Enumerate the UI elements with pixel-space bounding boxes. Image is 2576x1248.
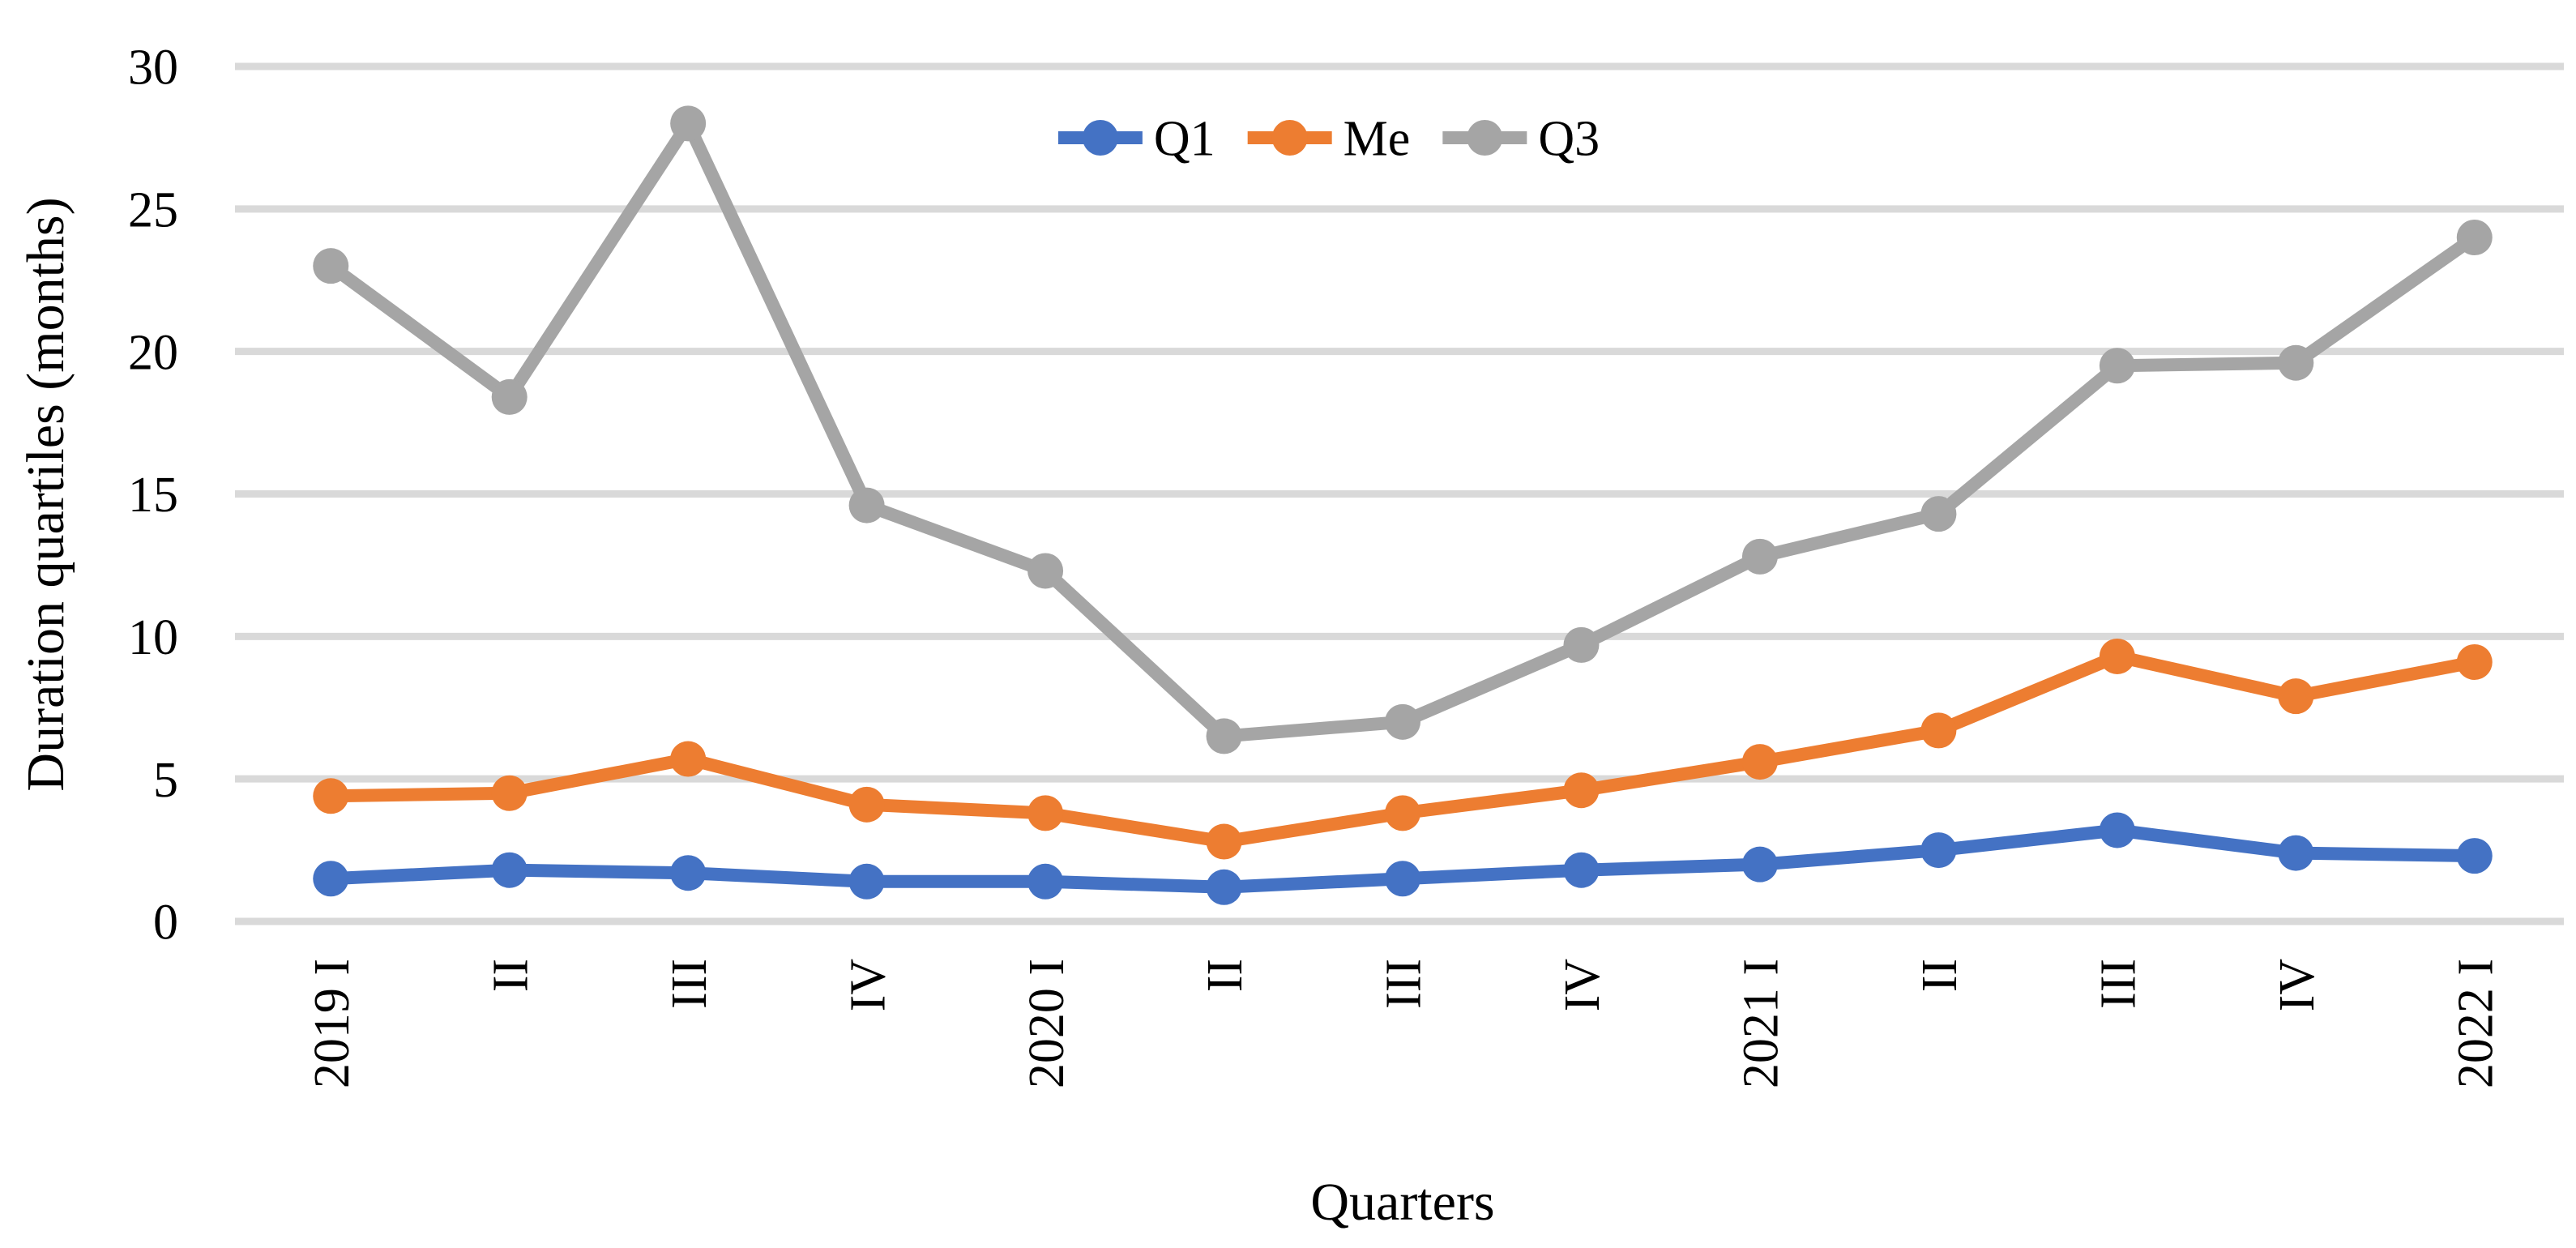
data-point-Q3-2022 I <box>2456 220 2493 255</box>
y-tick-label: 10 <box>128 610 178 665</box>
x-tick-label: IV <box>2270 959 2325 1012</box>
x-tick-label: 2021 I <box>1734 959 1789 1088</box>
legend-item-Me: Me <box>1247 112 1411 167</box>
data-point-Q3-IV <box>2278 344 2314 381</box>
y-axis-tick-labels: 0 5 10 15 20 25 30 <box>128 41 178 951</box>
data-point-Me-2019 I <box>313 778 349 814</box>
y-tick-label: 30 <box>128 41 178 96</box>
x-tick-label: III <box>1377 959 1432 1009</box>
legend-label: Q1 <box>1154 112 1215 167</box>
y-tick-label: 0 <box>153 895 178 951</box>
x-tick-label: IV <box>840 959 895 1012</box>
data-point-Me-2020 I <box>1027 795 1064 831</box>
data-point-Me-IV <box>1563 772 1600 809</box>
x-tick-label: II <box>1912 959 1967 992</box>
x-tick-label: 2022 I <box>2448 959 2503 1088</box>
series-markers <box>313 105 2493 905</box>
data-point-Q1-III <box>2099 812 2135 848</box>
data-point-Me-IV <box>2278 678 2314 715</box>
x-tick-label: 2019 I <box>305 959 360 1088</box>
x-tick-label: IV <box>1555 959 1610 1012</box>
x-tick-label: III <box>2091 959 2147 1009</box>
data-point-Q3-IV <box>848 487 885 524</box>
data-point-Q1-III <box>1385 861 1420 897</box>
y-tick-label: 15 <box>128 468 178 523</box>
legend-label: Me <box>1344 112 1411 167</box>
data-point-Q1-2019 I <box>313 861 349 897</box>
legend-marker-dot <box>1271 120 1308 156</box>
x-tick-label: 2020 I <box>1019 959 1074 1088</box>
data-point-Q3-II <box>491 378 528 415</box>
data-point-Q3-II <box>1206 718 1242 754</box>
data-point-Me-III <box>1385 795 1420 831</box>
x-tick-label: II <box>1198 959 1253 992</box>
x-axis-title: Quarters <box>1310 1173 1494 1232</box>
y-tick-label: 20 <box>128 325 178 380</box>
data-point-Q1-IV <box>2278 835 2314 871</box>
data-point-Q1-2020 I <box>1027 863 1064 900</box>
data-point-Me-II <box>1206 823 1242 860</box>
y-tick-label: 5 <box>153 753 178 808</box>
data-point-Me-III <box>2099 638 2135 674</box>
data-point-Q1-II <box>491 852 528 888</box>
data-point-Q1-II <box>1206 869 1242 905</box>
legend: Q1 Me Q3 <box>1057 112 1600 167</box>
data-point-Q3-IV <box>1563 626 1600 663</box>
x-tick-label: II <box>483 959 538 992</box>
data-point-Q3-2021 I <box>1741 538 1778 575</box>
x-tick-label: III <box>662 959 717 1009</box>
data-point-Me-II <box>491 775 528 811</box>
data-point-Q3-III <box>2099 348 2135 384</box>
data-point-Q3-II <box>1920 496 1957 532</box>
data-point-Q3-III <box>1385 703 1420 740</box>
data-point-Q1-IV <box>848 863 885 900</box>
legend-label: Q3 <box>1538 112 1600 167</box>
data-point-Me-IV <box>848 786 885 823</box>
x-axis-tick-labels: 2019 I II III IV 2020 I II III IV 2021 I II III IV 2… <box>305 959 2504 1088</box>
series-lines <box>324 117 2481 894</box>
data-point-Q1-IV <box>1563 852 1600 888</box>
series-line-Q3 <box>324 117 2481 743</box>
y-tick-label: 25 <box>128 183 178 238</box>
legend-item-Q3: Q3 <box>1442 112 1600 167</box>
data-point-Me-III <box>670 741 707 777</box>
legend-marker-dot <box>1082 120 1118 156</box>
data-point-Q1-III <box>670 855 707 891</box>
data-point-Q1-2022 I <box>2456 838 2493 874</box>
y-axis-title: Duration quartiles (months) <box>16 197 75 791</box>
data-point-Q3-III <box>670 105 707 142</box>
data-point-Q3-2020 I <box>1027 553 1064 589</box>
data-point-Me-2022 I <box>2456 643 2493 680</box>
data-point-Q3-2019 I <box>313 248 349 284</box>
data-point-Q1-2021 I <box>1741 846 1778 883</box>
data-point-Q1-II <box>1920 832 1957 869</box>
legend-marker-dot <box>1467 120 1503 156</box>
data-point-Me-2021 I <box>1741 744 1778 780</box>
legend-item-Q1: Q1 <box>1057 112 1215 167</box>
gridlines <box>235 62 2564 925</box>
data-point-Me-II <box>1920 712 1957 749</box>
